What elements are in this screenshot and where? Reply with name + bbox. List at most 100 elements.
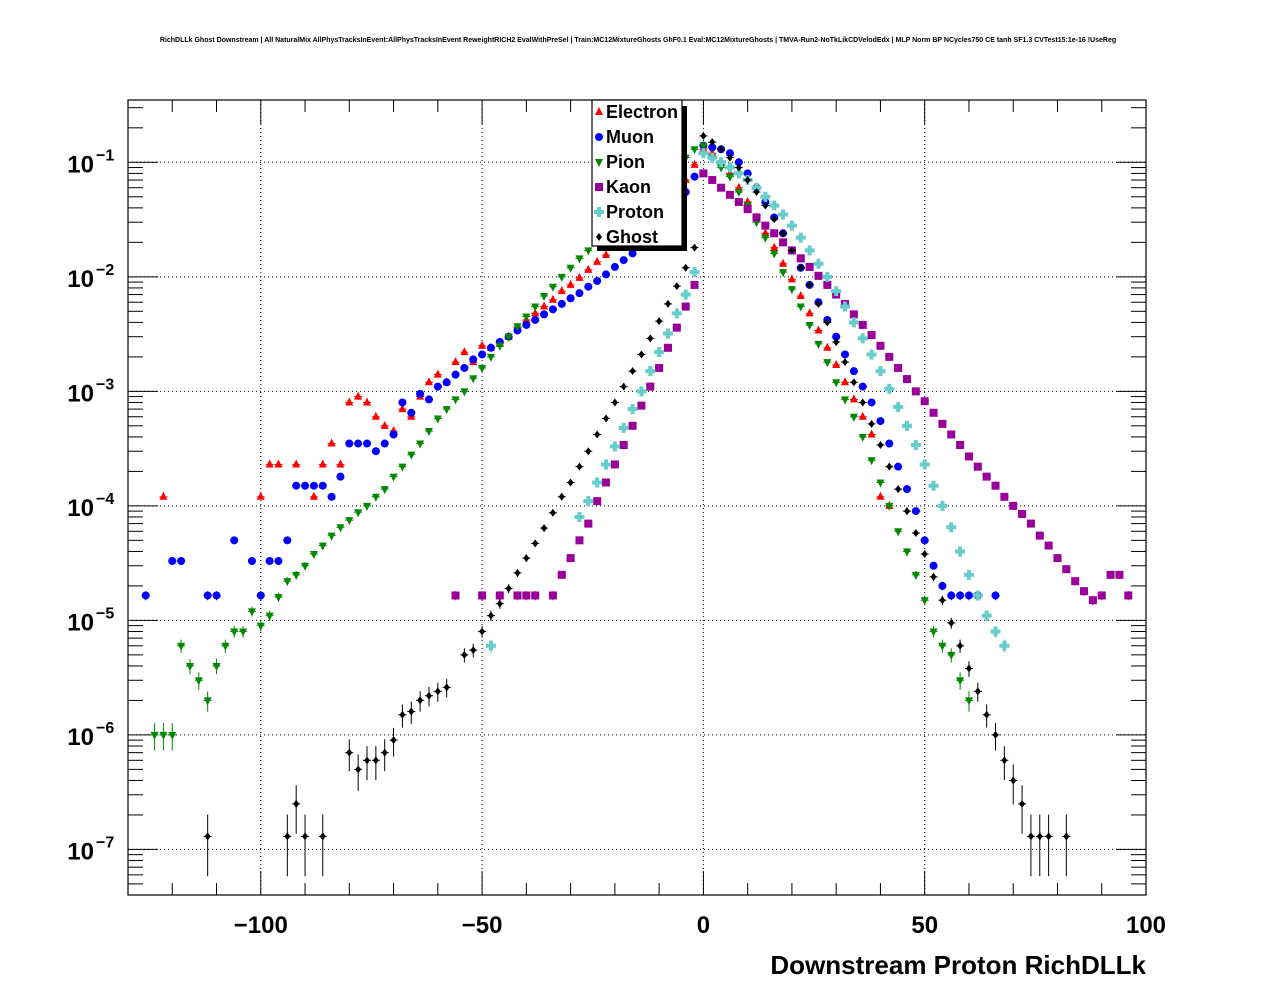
muon-marker [416, 389, 425, 398]
muon-marker [433, 382, 442, 391]
kaon-point [1080, 586, 1089, 596]
proton-point [928, 480, 939, 491]
pion-marker [212, 662, 221, 671]
electron-marker [849, 394, 858, 403]
y-tick-exponent: −2 [96, 262, 114, 279]
proton-point [716, 157, 727, 168]
pion-marker [185, 662, 194, 671]
kaon-point [956, 441, 965, 450]
pion-point [469, 375, 478, 384]
pion-marker [575, 255, 584, 264]
y-tick-exponent: −3 [96, 376, 114, 393]
ghost-marker [859, 398, 866, 407]
pion-point [858, 433, 867, 442]
electron-point [814, 325, 823, 334]
electron-marker [336, 459, 345, 468]
kaon-point [805, 262, 814, 271]
proton-point [963, 569, 974, 580]
pion-point [938, 639, 947, 653]
x-axis-title: Downstream Proton RichDLLk [770, 950, 1146, 980]
ghost-point [929, 572, 938, 582]
ghost-point [380, 739, 389, 772]
pion-marker [407, 451, 416, 460]
ghost-marker [974, 687, 981, 696]
ghost-point [743, 176, 752, 185]
proton-marker [822, 271, 833, 282]
electron-point [531, 308, 540, 317]
electron-marker [734, 182, 743, 191]
ghost-marker [1010, 776, 1017, 785]
proton-point [601, 459, 612, 470]
proton-point [786, 220, 797, 231]
kaon-marker [752, 213, 761, 222]
pion-point [486, 353, 495, 362]
kaon-marker [725, 190, 734, 199]
muon-marker [841, 350, 850, 359]
pion-point [416, 440, 425, 449]
kaon-marker [956, 441, 965, 450]
ghost-point [513, 568, 522, 577]
electron-marker [309, 491, 318, 500]
electron-marker [805, 308, 814, 317]
muon-marker [451, 370, 460, 379]
proton-point [778, 209, 789, 220]
kaon-point [646, 382, 655, 391]
pion-marker [283, 578, 292, 587]
pion-point [796, 303, 805, 312]
kaon-point [699, 169, 708, 178]
electron-marker [796, 291, 805, 300]
ghost-marker [399, 710, 406, 719]
electron-marker [274, 459, 283, 468]
electron-marker [345, 397, 354, 406]
pion-point [522, 313, 531, 322]
kaon-point [725, 190, 734, 199]
ghost-point [982, 704, 991, 728]
kaon-marker [947, 430, 956, 439]
ghost-point [867, 419, 876, 428]
kaon-point [1035, 531, 1044, 540]
pion-marker [504, 333, 513, 342]
proton-marker [707, 152, 718, 163]
muon-marker [849, 367, 858, 376]
pion-point [495, 342, 504, 351]
proton-point [999, 639, 1010, 653]
muon-point [522, 320, 531, 329]
pion-marker [398, 463, 407, 472]
ghost-point [522, 554, 531, 563]
electron-point [292, 459, 301, 468]
muon-marker [212, 591, 221, 600]
ghost-point [292, 785, 301, 834]
muon-point [301, 481, 310, 490]
proton-point [698, 148, 709, 159]
electron-point [371, 411, 380, 420]
pion-marker [964, 697, 973, 706]
proton-point [955, 546, 966, 557]
pion-marker [486, 353, 495, 362]
ghost-point [566, 478, 575, 487]
pion-point [540, 293, 549, 302]
legend-label-ghost: Ghost [606, 227, 658, 247]
pion-marker [230, 628, 239, 637]
kaon-point [637, 401, 646, 410]
kaon-marker [690, 280, 699, 289]
muon-marker [327, 492, 336, 501]
kaon-point [1009, 501, 1018, 510]
ghost-marker [664, 299, 671, 308]
ghost-point [495, 599, 504, 609]
muon-point [256, 591, 265, 601]
muon-point [141, 591, 150, 601]
kaon-point [814, 271, 823, 280]
kaon-marker [814, 271, 823, 280]
pion-marker [495, 342, 504, 351]
kaon-point [451, 591, 460, 601]
electron-point [309, 491, 318, 500]
pion-point [849, 413, 858, 422]
pion-point [389, 473, 398, 482]
proton-point [840, 301, 851, 312]
muon-point [168, 557, 177, 566]
electron-marker [858, 411, 867, 420]
electron-marker [787, 274, 796, 283]
electron-marker [557, 286, 566, 295]
electron-marker [584, 264, 593, 273]
ghost-point [761, 201, 770, 210]
